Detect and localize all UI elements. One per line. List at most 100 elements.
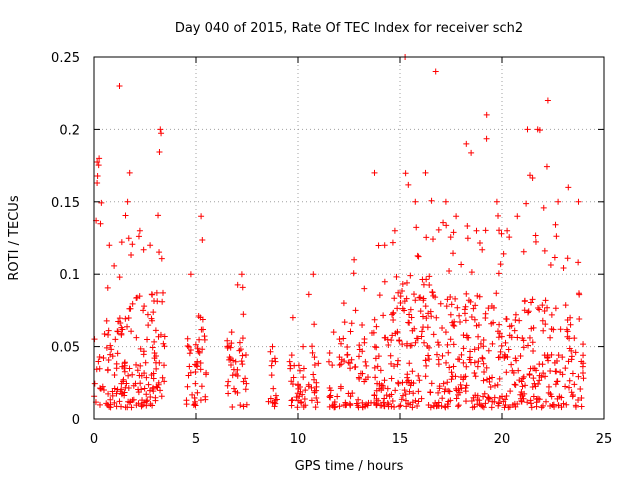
- data-point: [399, 392, 406, 399]
- data-point: [545, 383, 552, 390]
- data-point: [338, 356, 345, 363]
- data-point: [326, 350, 333, 357]
- data-point: [381, 395, 388, 402]
- data-point: [294, 390, 301, 397]
- x-tick-labels: 0 5 10 15 20 25: [90, 432, 612, 447]
- data-point: [502, 339, 509, 346]
- data-point: [535, 304, 542, 311]
- data-point: [189, 391, 196, 398]
- data-point: [229, 404, 236, 411]
- grid-lines: [94, 57, 604, 419]
- data-point: [507, 388, 514, 395]
- data-point: [113, 403, 120, 410]
- data-point: [580, 375, 587, 382]
- data-point: [311, 354, 318, 361]
- data-point: [419, 313, 426, 320]
- data-point-peak: [504, 227, 511, 234]
- data-point: [480, 377, 487, 384]
- x-axis-label: GPS time / hours: [295, 459, 404, 474]
- data-point: [380, 312, 387, 319]
- data-point: [488, 404, 495, 411]
- data-point: [552, 305, 559, 312]
- data-point: [495, 402, 502, 409]
- data-point: [579, 363, 586, 370]
- data-point: [452, 295, 459, 302]
- data-point: [413, 224, 420, 231]
- data-point-peak: [228, 329, 235, 336]
- data-point: [575, 396, 582, 403]
- data-point: [239, 284, 246, 291]
- data-point: [192, 380, 199, 387]
- data-point: [161, 378, 168, 385]
- data-point: [308, 397, 315, 404]
- data-point: [143, 391, 150, 398]
- data-point: [480, 343, 487, 350]
- data-point: [355, 374, 362, 381]
- data-point: [161, 362, 168, 369]
- data-point: [495, 270, 502, 277]
- data-point: [485, 347, 492, 354]
- data-point: [125, 372, 132, 379]
- data-point-peak: [289, 314, 296, 321]
- data-point: [152, 327, 159, 334]
- data-point: [190, 401, 197, 408]
- data-point: [516, 317, 523, 324]
- data-point: [485, 305, 492, 312]
- data-point: [144, 311, 151, 318]
- data-point: [143, 374, 150, 381]
- data-point-peak: [198, 213, 205, 220]
- data-point: [521, 307, 528, 314]
- data-point: [529, 339, 536, 346]
- data-point: [226, 354, 233, 361]
- data-point: [464, 235, 471, 242]
- data-point: [543, 163, 550, 170]
- x-tick-label: 0: [90, 432, 98, 447]
- data-point: [380, 382, 387, 389]
- data-point: [539, 317, 546, 324]
- data-point: [566, 384, 573, 391]
- data-point: [101, 330, 108, 337]
- data-point: [511, 381, 518, 388]
- data-point: [401, 298, 408, 305]
- data-point: [191, 394, 198, 401]
- data-point: [334, 393, 341, 400]
- data-point: [359, 321, 366, 328]
- data-point: [187, 346, 194, 353]
- data-point: [271, 403, 278, 410]
- data-point: [444, 401, 451, 408]
- data-point: [437, 300, 444, 307]
- data-point: [302, 402, 309, 409]
- data-point: [389, 397, 396, 404]
- data-point: [109, 353, 116, 360]
- data-point: [346, 360, 353, 367]
- data-point: [375, 242, 382, 249]
- data-point: [457, 318, 464, 325]
- data-point: [463, 363, 470, 370]
- data-point: [147, 393, 154, 400]
- data-point: [547, 402, 554, 409]
- data-point: [524, 399, 531, 406]
- data-point: [116, 398, 123, 405]
- data-point: [461, 306, 468, 313]
- data-point: [159, 374, 166, 381]
- data-point: [417, 308, 424, 315]
- data-point: [525, 309, 532, 316]
- data-point: [225, 378, 232, 385]
- data-point: [295, 362, 302, 369]
- data-point-peak: [422, 169, 429, 176]
- data-point: [98, 199, 105, 206]
- data-point: [242, 386, 249, 393]
- data-point: [231, 385, 238, 392]
- data-point: [462, 388, 469, 395]
- data-point: [480, 337, 487, 344]
- data-point: [363, 401, 370, 408]
- data-point: [183, 401, 190, 408]
- data-point: [542, 321, 549, 328]
- data-point: [97, 220, 104, 227]
- data-point: [462, 398, 469, 405]
- data-point-peak: [96, 155, 103, 162]
- data-point: [137, 362, 144, 369]
- data-point: [287, 365, 294, 372]
- data-point: [427, 389, 434, 396]
- data-point: [315, 360, 322, 367]
